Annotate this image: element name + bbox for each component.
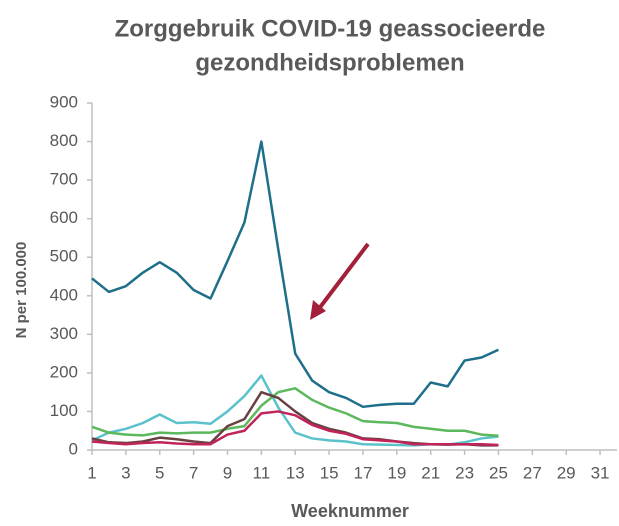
y-tick-label: 600 (50, 208, 78, 227)
series-line (91, 140, 499, 409)
y-tick-label: 900 (50, 92, 78, 111)
x-tick-label: 21 (421, 463, 440, 482)
chart-title: Zorggebruik COVID-19 geassocieerde (115, 15, 546, 42)
x-tick-label: 17 (354, 463, 373, 482)
x-tick-label: 23 (455, 463, 474, 482)
chart-title: gezondheidsproblemen (195, 49, 464, 76)
x-tick-label: 31 (591, 463, 610, 482)
x-tick-label: 7 (189, 463, 198, 482)
y-tick-label: 200 (50, 362, 78, 381)
series-line (91, 410, 499, 447)
y-tick-label: 500 (50, 247, 78, 266)
x-tick-label: 29 (557, 463, 576, 482)
x-tick-label: 9 (223, 463, 232, 482)
y-axis-label: N per 100.000 (13, 242, 30, 339)
x-tick-label: 25 (489, 463, 508, 482)
x-tick-label: 15 (320, 463, 339, 482)
x-tick-label: 27 (523, 463, 542, 482)
y-tick-label: 400 (50, 285, 78, 304)
x-axis-label: Weeknummer (291, 501, 409, 521)
y-tick-label: 100 (50, 401, 78, 420)
y-tick-label: 0 (69, 439, 78, 458)
arrow (310, 242, 370, 320)
arrow-head (310, 300, 326, 320)
x-tick-label: 1 (87, 463, 96, 482)
y-tick-label: 700 (50, 170, 78, 189)
x-tick-label: 11 (253, 463, 271, 482)
x-tick-label: 5 (155, 463, 164, 482)
y-tick-label: 300 (50, 324, 78, 343)
x-tick-label: 19 (387, 463, 406, 482)
x-tick-label: 13 (286, 463, 305, 482)
y-tick-label: 800 (50, 131, 78, 150)
arrow-shaft (316, 242, 370, 312)
x-tick-label: 3 (121, 463, 130, 482)
series-line (91, 387, 499, 437)
